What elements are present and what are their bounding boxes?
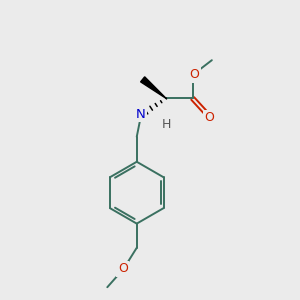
Text: O: O [118, 262, 128, 275]
Text: O: O [189, 68, 199, 81]
Polygon shape [141, 77, 166, 98]
Text: O: O [205, 111, 214, 124]
Text: H: H [161, 118, 171, 131]
Text: N: N [136, 108, 146, 121]
